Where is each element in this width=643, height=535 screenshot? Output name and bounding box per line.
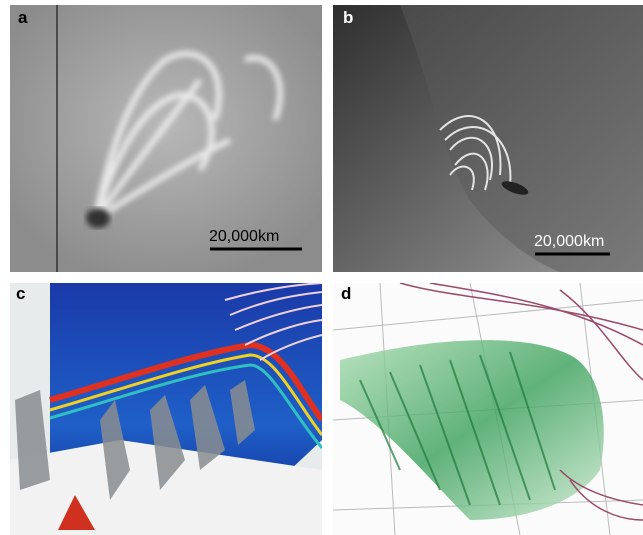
figure: a 20,000km b 20,000km xyxy=(0,0,643,535)
panel-b-image: b 20,000km xyxy=(333,5,643,272)
panel-label: d xyxy=(341,284,351,303)
image-detail xyxy=(86,208,110,228)
panel-c-image: c xyxy=(10,283,322,535)
scale-bar-label: 20,000km xyxy=(209,228,279,245)
panel-label: a xyxy=(18,8,28,27)
panel-label: c xyxy=(16,284,25,303)
panel-a-image: a 20,000km xyxy=(10,5,322,272)
panel-d-image: d xyxy=(333,283,643,535)
panel-label: b xyxy=(343,8,353,27)
scale-bar-label: 20,000km xyxy=(534,233,604,250)
